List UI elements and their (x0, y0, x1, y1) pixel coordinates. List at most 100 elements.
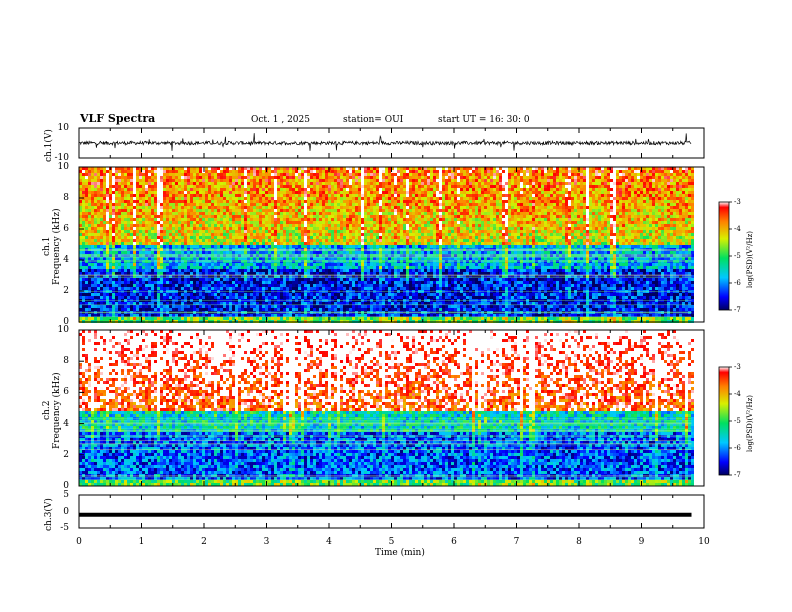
spectrogram-cell (94, 197, 97, 200)
spectrogram-cell (172, 182, 175, 185)
spectrogram-cell (109, 272, 112, 275)
spectrogram-cell (106, 266, 109, 269)
spectrogram-cell (94, 194, 97, 197)
spectrogram-cell (169, 206, 172, 209)
spectrogram-cell (163, 302, 166, 305)
spectrogram-cell (145, 287, 148, 290)
spectrogram-cell (166, 239, 169, 242)
spectrogram-cell (163, 206, 166, 209)
spectrogram-cell (133, 266, 136, 269)
spectrogram-cell (88, 239, 91, 242)
spectrogram-cell (97, 317, 100, 320)
spectrogram-cell (163, 296, 166, 299)
spectrogram-cell (109, 293, 112, 296)
spectrogram-cell (121, 245, 124, 248)
spectrogram-cell (118, 284, 121, 287)
spectrogram-cell (157, 188, 160, 191)
spectrogram-cell (103, 236, 106, 239)
spectrogram-cell (157, 200, 160, 203)
spectrogram-cell (85, 203, 88, 206)
spectrogram-cell (130, 224, 133, 227)
spectrogram-cell (106, 182, 109, 185)
spectrogram-cell (151, 194, 154, 197)
spectrogram-cell (172, 281, 175, 284)
spectrogram-cell (148, 209, 151, 212)
spectrogram-cell (118, 254, 121, 257)
spectrogram-cell (133, 272, 136, 275)
spectrogram-cell (175, 170, 178, 173)
spectrogram-cell (115, 230, 118, 233)
spectrogram-cell (130, 185, 133, 188)
spectrogram-cell (103, 293, 106, 296)
spectrogram-cell (163, 215, 166, 218)
spectrogram-cell (109, 236, 112, 239)
spectrogram-cell (97, 284, 100, 287)
spectrogram-cell (145, 254, 148, 257)
spectrogram-cell (136, 293, 139, 296)
spectrogram-cell (157, 242, 160, 245)
spectrogram-cell (127, 224, 130, 227)
spectrogram-cell (166, 191, 169, 194)
spectrogram-cell (118, 206, 121, 209)
spectrogram-cell (175, 218, 178, 221)
spectrogram-cell (142, 293, 145, 296)
spectrogram-cell (142, 251, 145, 254)
spectrogram-cell (136, 263, 139, 266)
spectrogram-cell (91, 233, 94, 236)
spectrogram-cell (91, 194, 94, 197)
spectrogram-cell (103, 212, 106, 215)
spectrogram-cell (163, 233, 166, 236)
spectrogram-cell (136, 308, 139, 311)
spectrogram-cell (166, 263, 169, 266)
spectrogram-cell (154, 254, 157, 257)
spectrogram-cell (121, 266, 124, 269)
spectrogram-cell (175, 308, 178, 311)
spectrogram-cell (163, 317, 166, 320)
spectrogram-cell (112, 236, 115, 239)
spectrogram-cell (127, 242, 130, 245)
spectrogram-cell (82, 239, 85, 242)
spectrogram-cell (85, 182, 88, 185)
spectrogram-cell (103, 188, 106, 191)
spectrogram-cell (85, 284, 88, 287)
spectrogram-cell (106, 278, 109, 281)
spectrogram-cell (88, 269, 91, 272)
spectrogram-cell (163, 203, 166, 206)
spectrogram-cell (91, 170, 94, 173)
spectrogram-cell (139, 284, 142, 287)
spectrogram-cell (100, 215, 103, 218)
spectrogram-cell (127, 281, 130, 284)
spectrogram-cell (148, 215, 151, 218)
ch1-waveform-trace (79, 133, 691, 151)
spectrogram-cell (157, 173, 160, 176)
spectrogram-cell (115, 302, 118, 305)
spectrogram-cell (172, 173, 175, 176)
spectrogram-cell (133, 209, 136, 212)
spectrogram-cell (109, 296, 112, 299)
spectrogram-cell (115, 188, 118, 191)
spectrogram-cell (94, 296, 97, 299)
spectrogram-cell (142, 266, 145, 269)
spectrogram-cell (97, 203, 100, 206)
spectrogram-cell (94, 242, 97, 245)
spectrogram-cell (88, 206, 91, 209)
spectrogram-cell (109, 206, 112, 209)
spectrogram-cell (130, 212, 133, 215)
spectrogram-cell (91, 224, 94, 227)
spectrogram-cell (172, 269, 175, 272)
spectrogram-cell (82, 302, 85, 305)
spectrogram-cell (127, 254, 130, 257)
spectrogram-cell (127, 284, 130, 287)
spectrogram-cell (139, 281, 142, 284)
spectrogram-cell (160, 308, 163, 311)
spectrogram-cell (148, 182, 151, 185)
spectrogram-cell (151, 239, 154, 242)
spectrogram-cell (91, 293, 94, 296)
spectrogram-cell (139, 263, 142, 266)
spectrogram-cell (175, 212, 178, 215)
spectrogram-cell (178, 239, 181, 242)
spectrogram-cell (118, 266, 121, 269)
spectrogram-cell (121, 272, 124, 275)
spectrogram-cell (85, 278, 88, 281)
spectrogram-cell (139, 179, 142, 182)
